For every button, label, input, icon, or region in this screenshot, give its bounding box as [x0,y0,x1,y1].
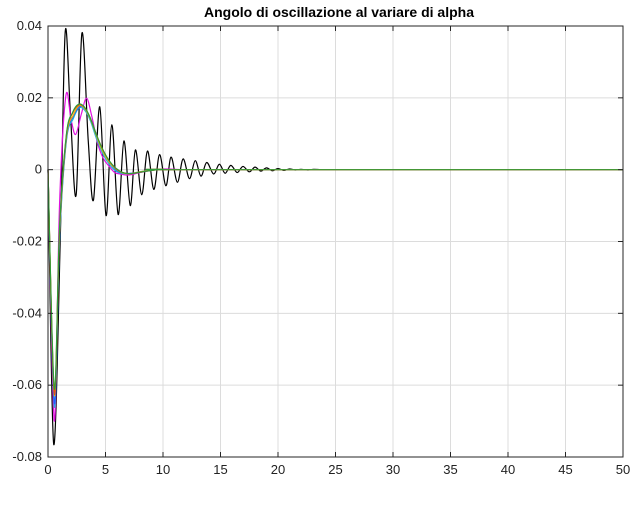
x-tick-label: 5 [102,462,109,477]
x-tick-label: 10 [156,462,170,477]
x-tick-label: 40 [501,462,515,477]
x-tick-label: 50 [616,462,630,477]
y-tick-label: 0.02 [17,90,42,105]
x-tick-label: 30 [386,462,400,477]
series-line-6 [47,103,624,390]
x-tick-label: 25 [328,462,342,477]
x-tick-label: 15 [213,462,227,477]
y-tick-label: 0.04 [17,18,42,33]
y-tick-label: -0.04 [12,305,42,320]
x-tick-label: 20 [271,462,285,477]
chart-title: Angolo di oscillazione al variare di alp… [204,4,474,20]
y-axis-ticks: -0.08 -0.06 -0.04 -0.02 0 0.02 0.04 [12,18,623,464]
y-tick-label: -0.08 [12,449,42,464]
y-tick-label: -0.02 [12,234,42,249]
x-axis-ticks: 0 5 10 15 20 25 30 35 40 45 50 [44,26,630,477]
x-tick-label: 0 [44,462,51,477]
x-tick-label: 35 [443,462,457,477]
y-tick-label: 0 [35,162,42,177]
y-tick-label: -0.06 [12,377,42,392]
x-tick-label: 45 [558,462,572,477]
series-layer [47,27,624,446]
